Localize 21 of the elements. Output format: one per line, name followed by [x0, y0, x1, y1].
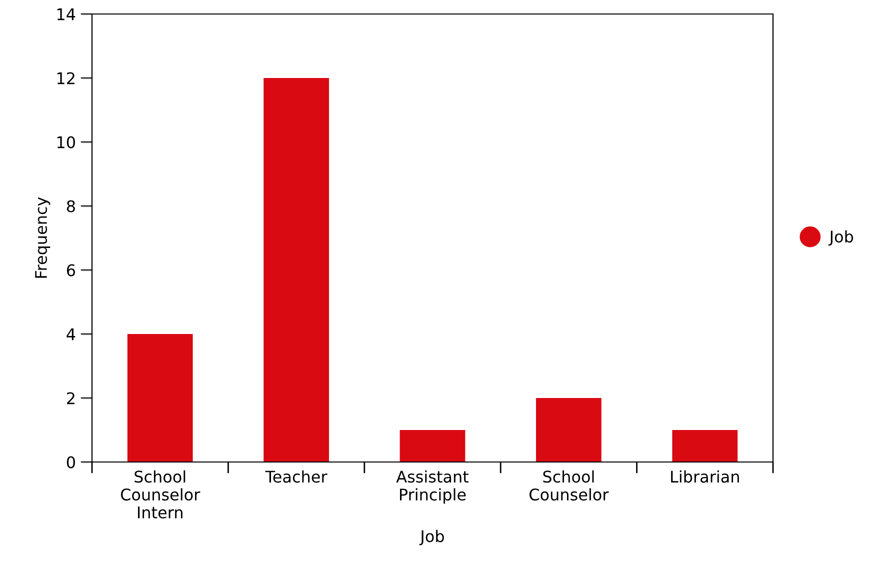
y-tick-label: 4 — [66, 328, 76, 340]
bar — [536, 398, 602, 462]
bar — [264, 78, 329, 462]
y-tick-label: 8 — [66, 200, 75, 212]
y-tick-label: 12 — [57, 72, 74, 84]
x-tick-label: Assistant Principle — [396, 470, 468, 504]
bar — [672, 430, 738, 462]
x-axis-title: Job — [419, 530, 444, 546]
y-tick-label: 0 — [66, 456, 75, 468]
legend-label: Job — [828, 230, 854, 246]
x-tick-label: School Counselor Intern — [120, 470, 200, 518]
y-tick-label: 2 — [67, 392, 74, 404]
bar — [127, 334, 193, 462]
bar — [400, 430, 466, 462]
y-tick-label: 14 — [57, 8, 76, 20]
y-axis-title: Frequency — [35, 197, 50, 278]
x-tick-label: Teacher — [265, 470, 328, 483]
x-tick-label: School Counselor — [530, 470, 609, 501]
y-tick-label: 10 — [57, 136, 75, 148]
x-tick-label: Librarian — [671, 470, 739, 483]
y-tick-label: 6 — [66, 264, 76, 276]
